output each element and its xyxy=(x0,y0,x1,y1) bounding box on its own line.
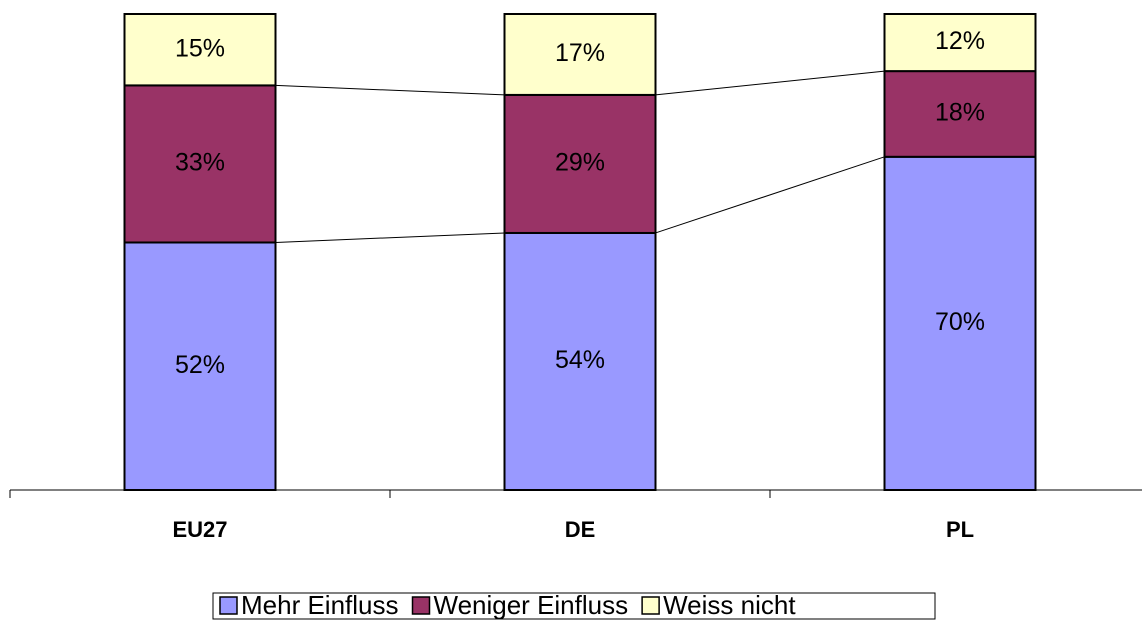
legend-label: Mehr Einfluss xyxy=(241,590,399,620)
legend-label: Weiss nicht xyxy=(663,590,796,620)
series-line xyxy=(275,84,505,96)
bar-segment xyxy=(503,93,657,234)
bar-segment xyxy=(883,155,1037,492)
bar-segment xyxy=(503,231,657,492)
bar-segment xyxy=(123,84,277,244)
bar-segment xyxy=(123,241,277,491)
x-tick-label: EU27 xyxy=(172,517,227,542)
data-label: 29% xyxy=(555,149,605,177)
data-label: 70% xyxy=(935,308,985,336)
bar-segment xyxy=(883,13,1037,73)
bar-segment xyxy=(883,70,1037,158)
legend-box xyxy=(212,592,936,620)
legend-swatch xyxy=(641,596,660,615)
bar-segment xyxy=(123,13,277,87)
data-label: 18% xyxy=(935,99,985,127)
series-line xyxy=(655,70,885,96)
x-tick-label: DE xyxy=(565,517,596,542)
legend-swatch xyxy=(219,596,238,615)
bar-segment xyxy=(503,13,657,96)
series-line xyxy=(275,232,505,243)
data-label: 15% xyxy=(175,34,225,62)
data-label: 33% xyxy=(175,149,225,177)
data-label: 17% xyxy=(555,39,605,67)
data-label: 12% xyxy=(935,27,985,55)
legend-swatch xyxy=(411,596,431,615)
legend-label: Weniger Einfluss xyxy=(434,590,629,620)
series-line xyxy=(655,156,885,234)
data-label: 52% xyxy=(175,351,225,379)
x-tick-label: PL xyxy=(946,517,974,542)
data-label: 54% xyxy=(555,346,605,374)
